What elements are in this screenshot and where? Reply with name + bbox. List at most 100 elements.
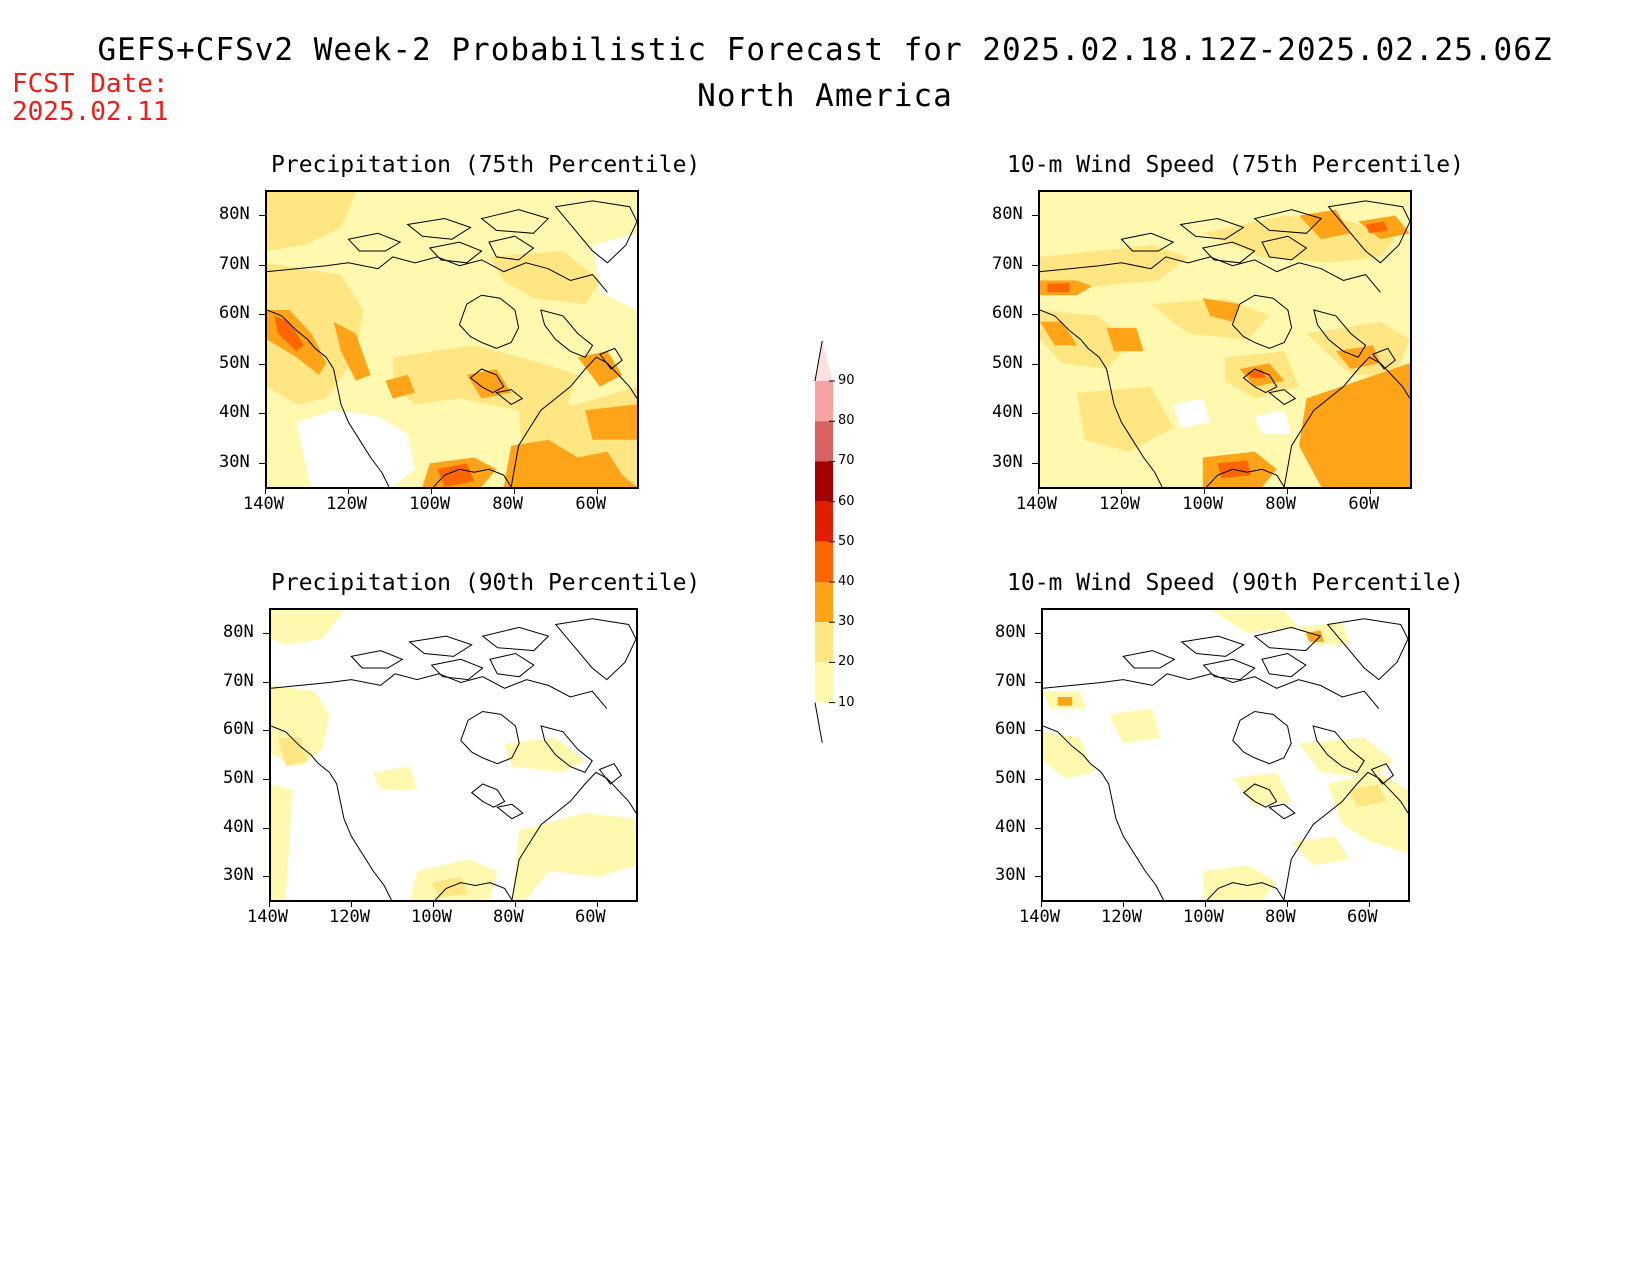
coastline bbox=[471, 369, 504, 393]
lat-tick-label: 60N bbox=[223, 719, 254, 740]
lon-tick bbox=[597, 489, 599, 494]
lat-tick-label: 70N bbox=[995, 670, 1026, 691]
lon-tick-label: 60W bbox=[1346, 907, 1378, 927]
coastline bbox=[511, 357, 637, 487]
coastline bbox=[348, 233, 400, 251]
probability-contour bbox=[1365, 221, 1388, 234]
coastline bbox=[459, 295, 518, 348]
colorbar-cap-bottom bbox=[814, 702, 823, 743]
probability-contour bbox=[1040, 321, 1077, 346]
coastline bbox=[1203, 242, 1255, 263]
colorbar-segment bbox=[815, 461, 833, 502]
coastline bbox=[1313, 726, 1364, 772]
lat-tick-label: 30N bbox=[219, 451, 250, 472]
lat-tick-label: 70N bbox=[223, 670, 254, 691]
lon-tick-label: 60W bbox=[575, 494, 607, 514]
probability-contour bbox=[511, 813, 636, 900]
lat-tick-label: 80N bbox=[992, 204, 1023, 225]
coastline bbox=[1255, 627, 1321, 650]
coastline bbox=[267, 310, 389, 487]
probability-contour bbox=[274, 315, 304, 352]
coastline bbox=[271, 726, 391, 900]
probability-contour bbox=[385, 374, 415, 399]
lat-tick-label: 70N bbox=[219, 253, 250, 274]
coastline-group bbox=[267, 201, 637, 487]
probability-contour bbox=[592, 233, 637, 310]
coastline bbox=[1121, 233, 1173, 251]
lat-tick bbox=[259, 363, 265, 365]
probability-contour bbox=[1291, 836, 1350, 866]
colorbar-segment bbox=[815, 662, 833, 703]
probability-contour bbox=[1203, 865, 1277, 900]
probability-contour bbox=[267, 192, 356, 251]
coastline bbox=[512, 772, 636, 900]
colorbar-tick-label: 80 bbox=[838, 413, 855, 429]
lat-tick-label: 50N bbox=[223, 767, 254, 788]
probability-contour bbox=[1043, 731, 1095, 779]
probability-contour bbox=[1151, 298, 1270, 340]
lat-tick-label: 40N bbox=[992, 402, 1023, 423]
lon-tick bbox=[1368, 902, 1370, 907]
colorbar-tick-label: 60 bbox=[838, 493, 855, 509]
lat-tick bbox=[1035, 876, 1041, 878]
lon-tick-label: 120W bbox=[328, 907, 370, 927]
map-canvas bbox=[271, 610, 636, 900]
lat-tick bbox=[263, 778, 269, 780]
lon-tick-label: 80W bbox=[1264, 907, 1296, 927]
coastline bbox=[1233, 712, 1291, 764]
coastline bbox=[461, 712, 519, 764]
lat-tick bbox=[263, 632, 269, 634]
coastline bbox=[1040, 257, 1380, 292]
coastline bbox=[483, 627, 549, 650]
probability-contour bbox=[1077, 386, 1174, 452]
lat-tick-label: 80N bbox=[995, 621, 1026, 642]
coastline bbox=[1269, 390, 1295, 405]
lon-tick bbox=[1122, 902, 1124, 907]
map-canvas bbox=[267, 192, 637, 487]
panel-precip-75-map bbox=[265, 190, 639, 489]
coastline-group bbox=[1043, 619, 1408, 900]
lon-tick bbox=[1370, 489, 1372, 494]
map-canvas bbox=[1043, 610, 1408, 900]
lat-tick bbox=[1032, 363, 1038, 365]
coastline bbox=[271, 674, 607, 709]
lon-tick-label: 120W bbox=[326, 494, 368, 514]
coastline bbox=[1244, 369, 1277, 393]
probability-contour bbox=[333, 321, 371, 381]
lon-tick bbox=[348, 489, 350, 494]
lon-tick-label: 80W bbox=[492, 494, 524, 514]
colorbar-segment bbox=[815, 622, 833, 663]
lon-tick-label: 140W bbox=[247, 907, 288, 927]
coastline bbox=[1204, 659, 1255, 679]
lon-tick bbox=[596, 902, 598, 907]
coastline bbox=[1182, 636, 1244, 656]
panel-wind-90-title: 10-m Wind Speed (90th Percentile) bbox=[1007, 570, 1464, 596]
probability-contour bbox=[1057, 697, 1073, 706]
lon-tick bbox=[1204, 489, 1206, 494]
coastline bbox=[600, 348, 622, 369]
probability-contour bbox=[1299, 363, 1410, 487]
coastline bbox=[472, 784, 505, 807]
coastline bbox=[430, 242, 482, 263]
lon-tick bbox=[1286, 902, 1288, 907]
lat-tick-label: 70N bbox=[992, 253, 1023, 274]
lat-tick-label: 40N bbox=[219, 402, 250, 423]
coastline bbox=[1329, 201, 1410, 263]
lat-tick-label: 40N bbox=[223, 816, 254, 837]
probability-contour bbox=[373, 766, 417, 790]
probability-contour bbox=[489, 251, 600, 305]
probability-contour bbox=[577, 351, 623, 387]
colorbar-tick-label: 20 bbox=[838, 654, 855, 670]
panel-precip-90-map bbox=[269, 608, 638, 902]
panel-precip-90-title: Precipitation (90th Percentile) bbox=[271, 570, 701, 596]
coastline bbox=[497, 804, 523, 819]
coastline bbox=[1040, 310, 1162, 487]
coastline bbox=[410, 636, 472, 656]
lat-tick bbox=[259, 264, 265, 266]
coastline-group bbox=[1040, 201, 1410, 487]
lat-tick-label: 40N bbox=[995, 816, 1026, 837]
coastline bbox=[1328, 619, 1408, 680]
lat-tick bbox=[259, 413, 265, 415]
lon-tick-label: 120W bbox=[1099, 494, 1141, 514]
colorbar-segment bbox=[815, 501, 833, 542]
